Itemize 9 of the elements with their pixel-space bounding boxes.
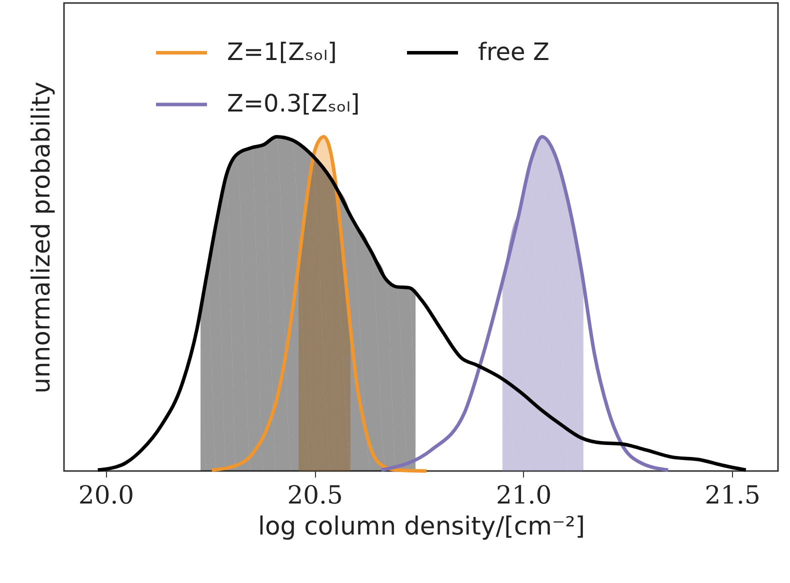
x-axis-title: log column density/[cm⁻²] — [258, 512, 585, 540]
legend-label: Z=1[Zₛₒₗ] — [227, 38, 337, 66]
x-tick-label: 21.5 — [704, 480, 760, 510]
x-tick-label: 21.0 — [496, 480, 552, 510]
legend-label: free Z — [478, 38, 550, 66]
legend-label: Z=0.3[Zₛₒₗ] — [227, 90, 360, 118]
x-tick-label: 20.0 — [78, 480, 134, 510]
x-tick-label: 20.5 — [287, 480, 343, 510]
y-axis-title: unnormalized probability — [26, 81, 56, 394]
